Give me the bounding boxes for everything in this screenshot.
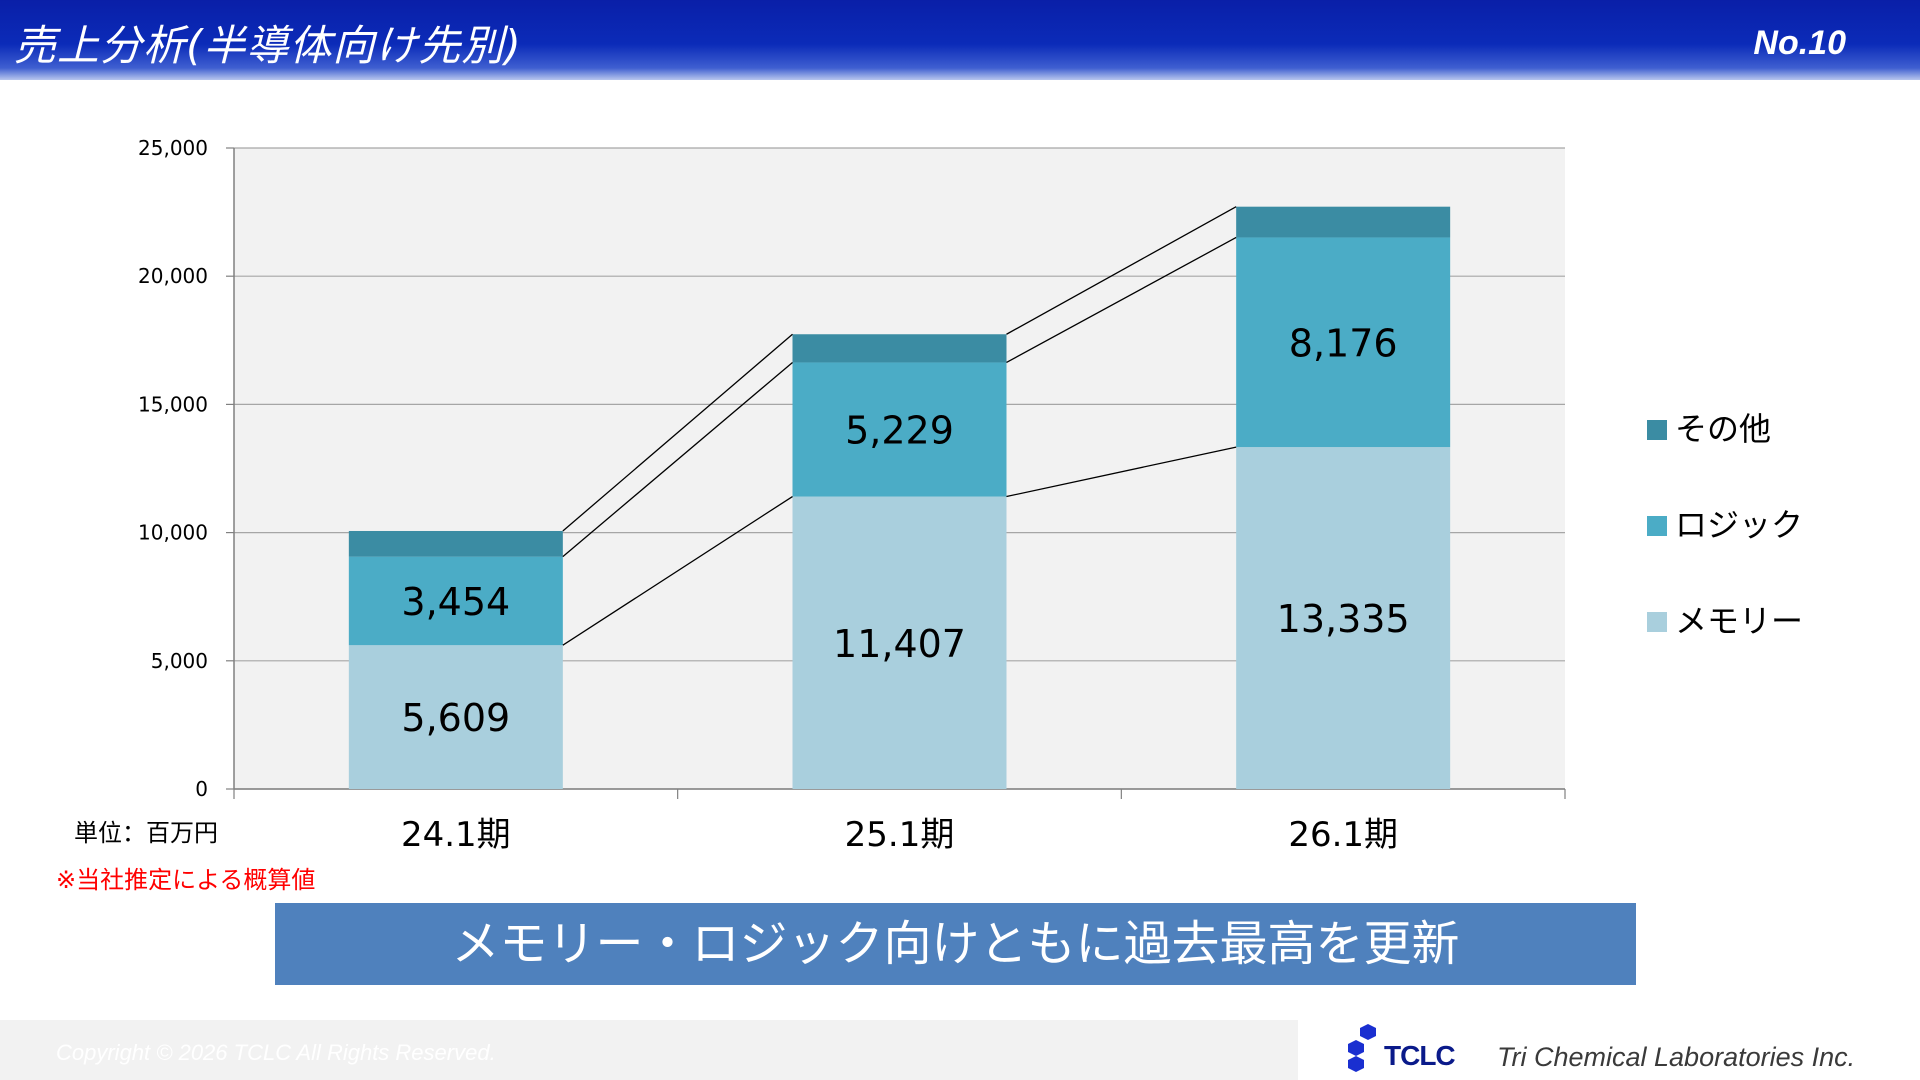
connector-line	[562, 495, 793, 646]
data-label: 11,407	[833, 622, 966, 666]
connector-line	[1006, 446, 1237, 498]
legend-swatch	[1647, 612, 1667, 632]
connector-line	[1006, 206, 1237, 335]
y-tick-label: 15,000	[138, 392, 208, 416]
legend-label: その他	[1675, 410, 1771, 448]
x-category-label: 25.1期	[845, 815, 955, 855]
unit-label: 単位：百万円	[74, 819, 218, 847]
data-label: 3,454	[401, 580, 510, 624]
bar-segment	[1236, 237, 1451, 448]
company-name: Tri Chemical Laboratories Inc.	[1497, 1042, 1856, 1072]
tclc-logo-icon	[1348, 1024, 1376, 1072]
legend-swatch	[1647, 516, 1667, 536]
connector-line	[562, 333, 793, 532]
connector-line	[1006, 236, 1237, 364]
page-number: No.10	[1753, 24, 1846, 62]
legend-label: ロジック	[1675, 506, 1803, 544]
y-tick-label: 0	[195, 777, 208, 801]
bar-segment	[348, 645, 563, 789]
bar-segment	[792, 362, 1007, 497]
copyright-text: Copyright © 2026 TCLC All Rights Reserve…	[56, 1040, 496, 1065]
connector-line	[562, 361, 793, 558]
summary-banner: メモリー・ロジック向けともに過去最高を更新	[275, 903, 1636, 985]
data-label: 13,335	[1277, 597, 1410, 641]
estimate-note: ※当社推定による概算値	[56, 866, 316, 894]
bar-segment	[792, 496, 1007, 789]
y-tick-label: 10,000	[138, 521, 208, 545]
bar-segment	[1236, 206, 1451, 238]
legend-label: メモリー	[1675, 602, 1803, 640]
bar-segment	[348, 530, 563, 557]
y-tick-label: 25,000	[138, 136, 208, 160]
x-category-label: 24.1期	[401, 815, 511, 855]
page-title: 売上分析(半導体向け先別)	[14, 21, 522, 70]
bar-segment	[1236, 447, 1451, 789]
logo-text: TCLC	[1384, 1040, 1456, 1071]
y-tick-label: 20,000	[138, 264, 208, 288]
data-label: 8,176	[1289, 321, 1398, 365]
legend-swatch	[1647, 420, 1667, 440]
x-category-label: 26.1期	[1288, 815, 1398, 855]
bar-segment	[348, 556, 563, 646]
data-label: 5,229	[845, 408, 954, 452]
bar-segment	[792, 334, 1007, 363]
y-tick-label: 5,000	[151, 649, 208, 673]
data-label: 5,609	[401, 696, 510, 740]
footer-bar	[0, 1020, 1298, 1080]
header-bar: 売上分析(半導体向け先別) No.10	[0, 0, 1920, 80]
